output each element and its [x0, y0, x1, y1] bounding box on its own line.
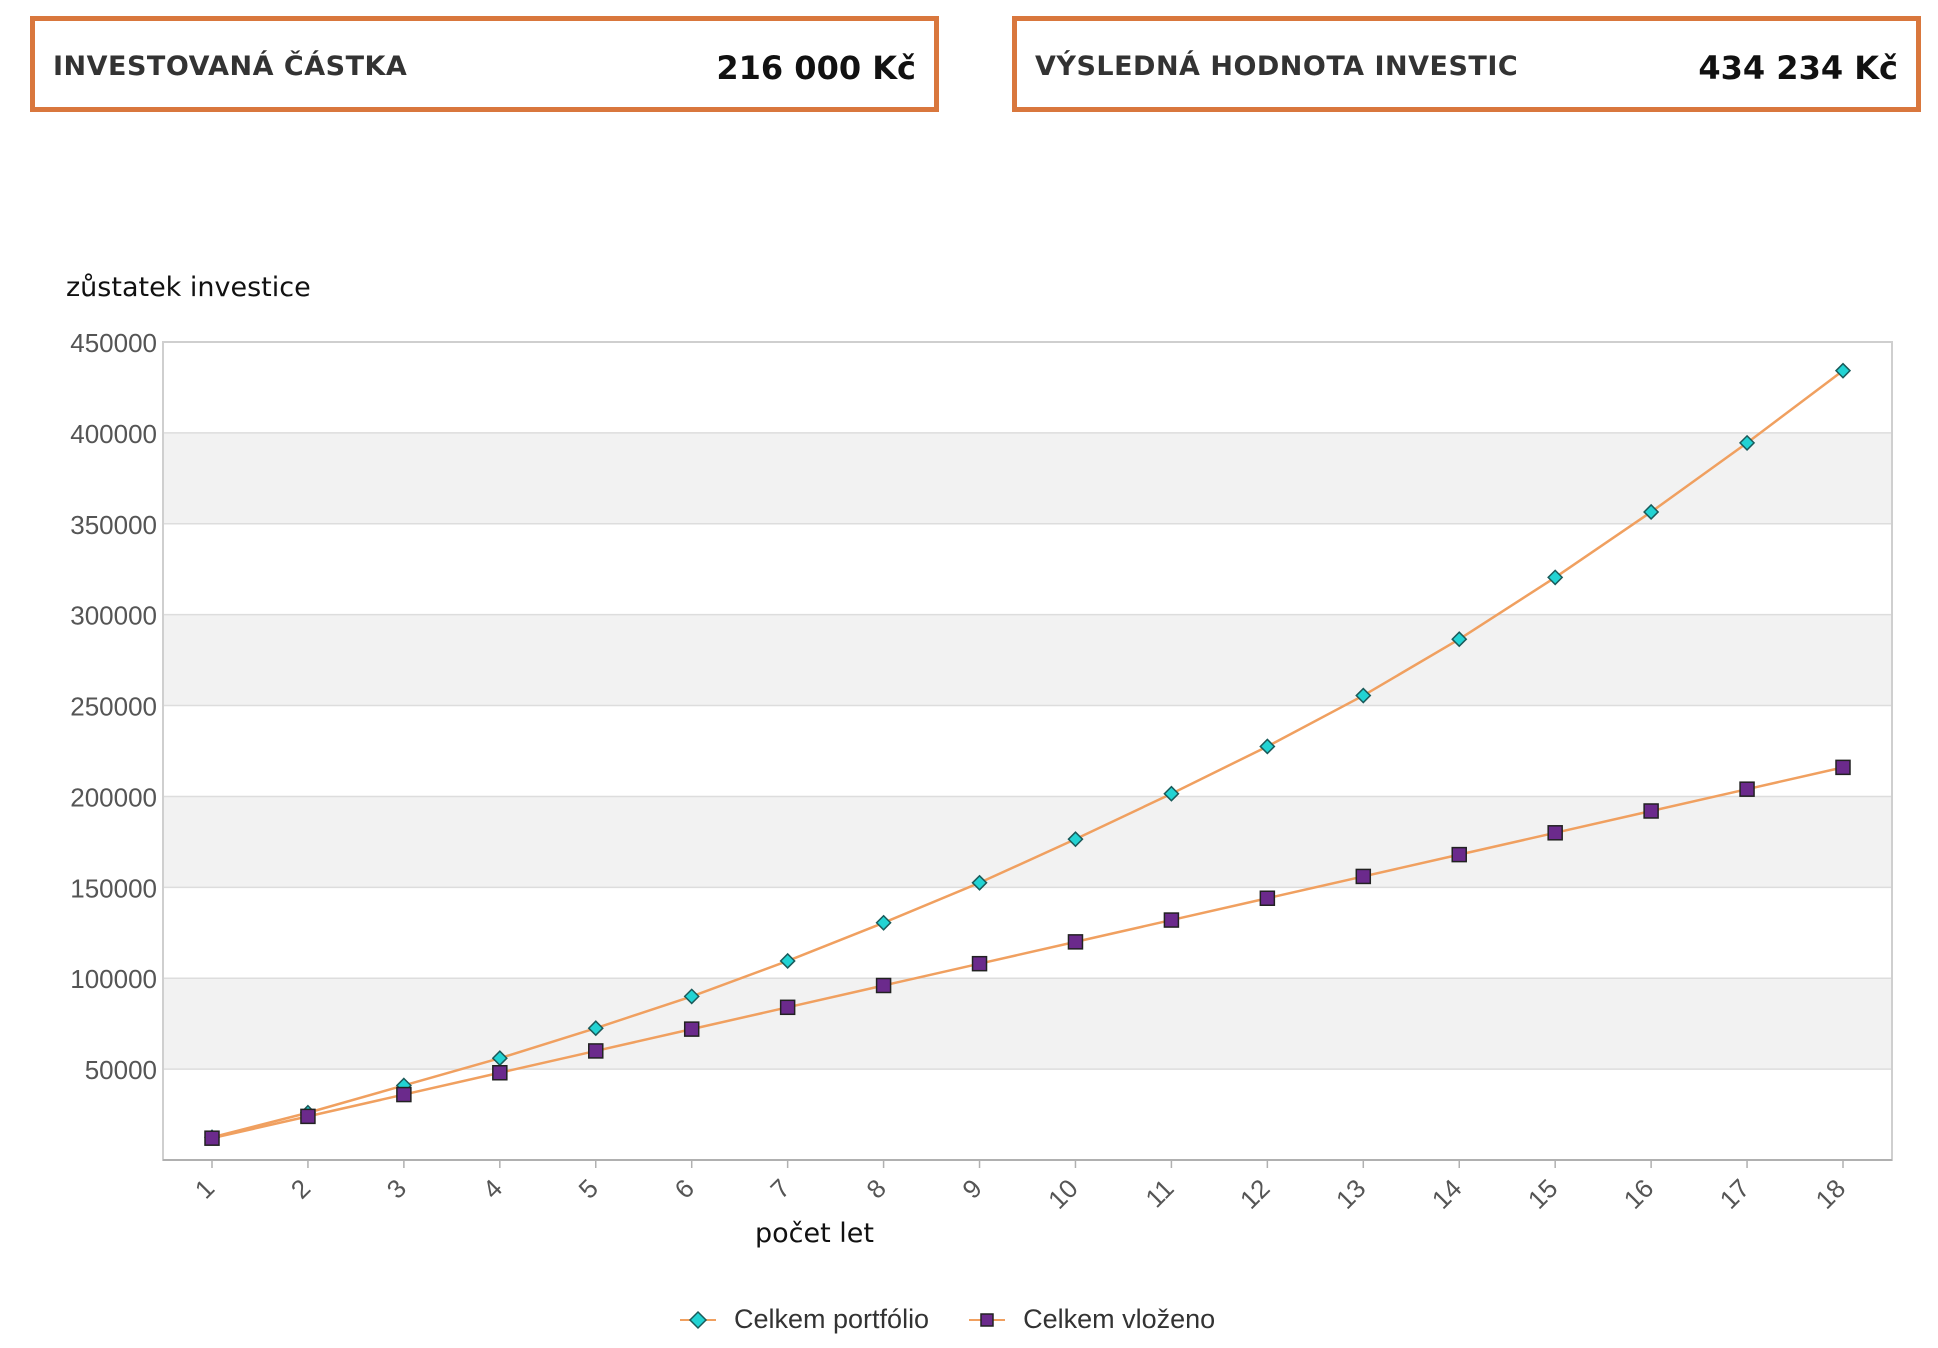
legend-label-portfolio: Celkem portfólio	[734, 1304, 930, 1334]
portfolio-point	[1738, 434, 1756, 451]
square-marker-icon	[969, 1312, 1006, 1327]
portfolio-point	[683, 988, 700, 1005]
y-tick-label: 50000	[85, 1055, 157, 1085]
y-axis-title: zůstatek investice	[66, 272, 311, 303]
y-tick-label: 450000	[70, 328, 157, 358]
y-tick-label: 350000	[70, 510, 157, 540]
deposited-point	[588, 1043, 604, 1059]
portfolio-point	[971, 874, 988, 891]
deposited-point	[875, 977, 892, 994]
deposited-point	[396, 1086, 412, 1103]
deposited-point	[1451, 846, 1467, 863]
deposited-point	[1739, 781, 1755, 797]
grid-band	[163, 796, 1892, 888]
x-tick-label: 4	[477, 1173, 508, 1204]
portfolio-point	[1163, 785, 1180, 802]
grid-band	[163, 614, 1892, 706]
deposited-point	[683, 1021, 700, 1037]
series-line-deposited	[211, 766, 1844, 1140]
x-tick-label: 8	[860, 1173, 891, 1204]
legend-item-deposited[interactable]: Celkem vloženo	[969, 1304, 1215, 1335]
x-tick-label: 9	[956, 1173, 987, 1204]
legend-item-portfolio[interactable]: Celkem portfólio	[680, 1304, 929, 1335]
y-tick-label: 200000	[70, 782, 157, 812]
deposited-point	[1355, 868, 1372, 885]
deposited-point	[1259, 890, 1276, 906]
y-tick-label: 150000	[70, 873, 157, 903]
portfolio-point	[1355, 687, 1372, 704]
x-tick-label: 3	[381, 1173, 412, 1204]
x-tick-label: 13	[1330, 1173, 1372, 1215]
deposited-point	[1643, 803, 1659, 819]
x-tick-label: 16	[1618, 1173, 1660, 1215]
legend-label-deposited: Celkem vloženo	[1023, 1304, 1216, 1334]
grid-band	[163, 978, 1892, 1070]
x-tick-label: 11	[1139, 1173, 1179, 1213]
portfolio-point	[1547, 569, 1564, 586]
result-value-box: VÝSLEDNÁ HODNOTA INVESTIC 434 234 Kč	[1012, 16, 1921, 112]
invested-amount-value: 216 000 Kč	[716, 49, 916, 87]
x-tick-label: 15	[1522, 1173, 1564, 1215]
portfolio-point	[1067, 831, 1084, 848]
deposited-point	[1163, 912, 1180, 928]
y-tick-label: 300000	[70, 601, 157, 631]
y-tick-label: 100000	[70, 964, 157, 994]
diamond-marker-icon	[680, 1310, 716, 1329]
deposited-point	[971, 955, 988, 972]
x-tick-label: 14	[1426, 1173, 1468, 1215]
deposited-point	[492, 1064, 508, 1081]
y-tick-label: 400000	[70, 419, 157, 449]
x-tick-label: 7	[764, 1173, 795, 1204]
x-tick-label: 2	[285, 1173, 316, 1204]
deposited-point	[1067, 934, 1084, 950]
series-line-portfolio	[211, 369, 1844, 1139]
x-tick-label: 1	[189, 1173, 220, 1204]
portfolio-point	[1259, 738, 1276, 755]
grid-band	[163, 432, 1892, 524]
invested-amount-box: INVESTOVANÁ ČÁSTKA 216 000 Kč	[30, 16, 939, 112]
portfolio-point	[1834, 362, 1852, 379]
x-tick-label: 17	[1714, 1173, 1756, 1215]
deposited-point	[1547, 825, 1563, 841]
y-tick-label: 250000	[70, 692, 157, 722]
x-tick-label: 6	[669, 1173, 700, 1204]
portfolio-point	[779, 952, 796, 970]
x-tick-label: 12	[1234, 1173, 1276, 1215]
chart-legend: Celkem portfólio Celkem vloženo	[680, 1304, 1255, 1335]
result-value-label: VÝSLEDNÁ HODNOTA INVESTIC	[1035, 51, 1519, 82]
deposited-point	[779, 999, 796, 1016]
x-tick-label: 18	[1810, 1173, 1852, 1215]
x-axis-title: počet let	[755, 1218, 874, 1249]
portfolio-point	[587, 1020, 604, 1037]
portfolio-point	[1451, 631, 1468, 648]
portfolio-point	[1643, 503, 1660, 521]
x-tick-label: 10	[1042, 1173, 1084, 1215]
result-value-amount: 434 234 Kč	[1698, 49, 1898, 87]
deposited-point	[1835, 759, 1851, 776]
deposited-point	[204, 1130, 220, 1146]
x-tick-label: 5	[573, 1173, 604, 1204]
deposited-point	[300, 1108, 316, 1125]
portfolio-point	[875, 914, 892, 931]
invested-amount-label: INVESTOVANÁ ČÁSTKA	[53, 51, 408, 82]
